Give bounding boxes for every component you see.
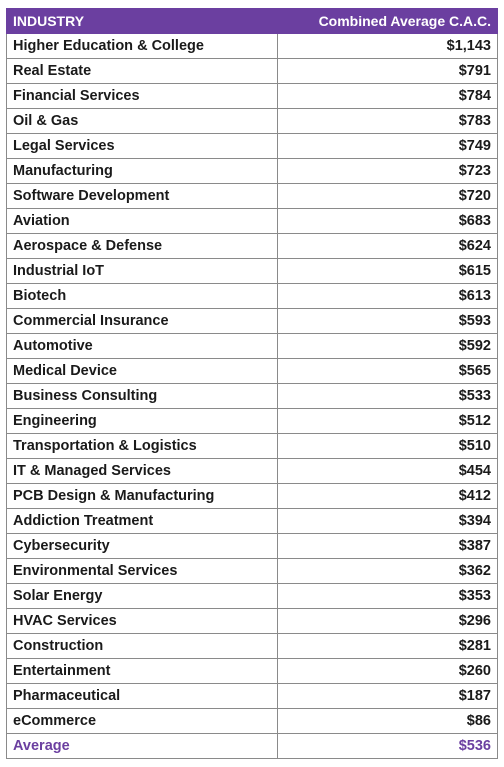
industry-cell: Automotive bbox=[6, 333, 278, 359]
table-row: Automotive $592 bbox=[6, 333, 498, 359]
table-row: Commercial Insurance $593 bbox=[6, 308, 498, 334]
cac-value-cell: $187 bbox=[277, 683, 498, 709]
cac-value-cell: $565 bbox=[277, 358, 498, 384]
table-row: HVAC Services $296 bbox=[6, 608, 498, 634]
table-row: Real Estate $791 bbox=[6, 58, 498, 84]
average-row: Average $536 bbox=[6, 733, 498, 759]
cac-value-cell: $86 bbox=[277, 708, 498, 734]
industry-cell: Manufacturing bbox=[6, 158, 278, 184]
industry-cell: Software Development bbox=[6, 183, 278, 209]
table-row: IT & Managed Services $454 bbox=[6, 458, 498, 484]
table-row: Medical Device $565 bbox=[6, 358, 498, 384]
table-row: PCB Design & Manufacturing $412 bbox=[6, 483, 498, 509]
industry-cell: Construction bbox=[6, 633, 278, 659]
industry-cell: eCommerce bbox=[6, 708, 278, 734]
table-row: Entertainment $260 bbox=[6, 658, 498, 684]
table-row: Solar Energy $353 bbox=[6, 583, 498, 609]
table-row: Environmental Services $362 bbox=[6, 558, 498, 584]
cac-value-cell: $512 bbox=[277, 408, 498, 434]
cac-value-cell: $353 bbox=[277, 583, 498, 609]
industry-cell: Real Estate bbox=[6, 58, 278, 84]
cac-value-cell: $683 bbox=[277, 208, 498, 234]
table-body: Higher Education & College $1,143 Real Est… bbox=[6, 33, 498, 759]
cac-value-cell: $533 bbox=[277, 383, 498, 409]
table-row: Higher Education & College $1,143 bbox=[6, 33, 498, 59]
industry-cell: Cybersecurity bbox=[6, 533, 278, 559]
industry-cell: Industrial IoT bbox=[6, 258, 278, 284]
table-row: Industrial IoT $615 bbox=[6, 258, 498, 284]
cac-value-cell: $791 bbox=[277, 58, 498, 84]
industry-cell: Oil & Gas bbox=[6, 108, 278, 134]
average-label: Average bbox=[6, 733, 278, 759]
industry-cell: Higher Education & College bbox=[6, 33, 278, 59]
cac-table-container: INDUSTRY Combined Average C.A.C. Higher … bbox=[6, 8, 498, 759]
cac-value-cell: $454 bbox=[277, 458, 498, 484]
cac-value-cell: $510 bbox=[277, 433, 498, 459]
cac-value-cell: $281 bbox=[277, 633, 498, 659]
industry-cell: Engineering bbox=[6, 408, 278, 434]
cac-value-cell: $1,143 bbox=[277, 33, 498, 59]
cac-value-cell: $749 bbox=[277, 133, 498, 159]
table-row: Addiction Treatment $394 bbox=[6, 508, 498, 534]
industry-cell: Commercial Insurance bbox=[6, 308, 278, 334]
industry-cell: Business Consulting bbox=[6, 383, 278, 409]
header-industry: INDUSTRY bbox=[6, 8, 278, 34]
average-value: $536 bbox=[277, 733, 498, 759]
cac-value-cell: $296 bbox=[277, 608, 498, 634]
cac-value-cell: $723 bbox=[277, 158, 498, 184]
cac-value-cell: $394 bbox=[277, 508, 498, 534]
header-combined-average-cac: Combined Average C.A.C. bbox=[277, 8, 498, 34]
cac-value-cell: $615 bbox=[277, 258, 498, 284]
table-row: eCommerce $86 bbox=[6, 708, 498, 734]
cac-value-cell: $412 bbox=[277, 483, 498, 509]
industry-cell: Aviation bbox=[6, 208, 278, 234]
cac-value-cell: $592 bbox=[277, 333, 498, 359]
industry-cell: HVAC Services bbox=[6, 608, 278, 634]
industry-cell: Legal Services bbox=[6, 133, 278, 159]
industry-cell: Addiction Treatment bbox=[6, 508, 278, 534]
table-row: Aviation $683 bbox=[6, 208, 498, 234]
industry-cell: Pharmaceutical bbox=[6, 683, 278, 709]
table-row: Cybersecurity $387 bbox=[6, 533, 498, 559]
table-row: Financial Services $784 bbox=[6, 83, 498, 109]
table-row: Biotech $613 bbox=[6, 283, 498, 309]
cac-value-cell: $260 bbox=[277, 658, 498, 684]
industry-cell: IT & Managed Services bbox=[6, 458, 278, 484]
cac-value-cell: $783 bbox=[277, 108, 498, 134]
industry-cell: Environmental Services bbox=[6, 558, 278, 584]
industry-cell: Aerospace & Defense bbox=[6, 233, 278, 259]
industry-cell: Transportation & Logistics bbox=[6, 433, 278, 459]
cac-value-cell: $593 bbox=[277, 308, 498, 334]
table-row: Pharmaceutical $187 bbox=[6, 683, 498, 709]
table-row: Manufacturing $723 bbox=[6, 158, 498, 184]
cac-value-cell: $362 bbox=[277, 558, 498, 584]
table-row: Construction $281 bbox=[6, 633, 498, 659]
cac-table: INDUSTRY Combined Average C.A.C. Higher … bbox=[6, 8, 498, 759]
industry-cell: PCB Design & Manufacturing bbox=[6, 483, 278, 509]
industry-cell: Entertainment bbox=[6, 658, 278, 684]
cac-value-cell: $387 bbox=[277, 533, 498, 559]
table-row: Software Development $720 bbox=[6, 183, 498, 209]
cac-value-cell: $784 bbox=[277, 83, 498, 109]
cac-value-cell: $624 bbox=[277, 233, 498, 259]
table-row: Business Consulting $533 bbox=[6, 383, 498, 409]
cac-value-cell: $720 bbox=[277, 183, 498, 209]
table-row: Aerospace & Defense $624 bbox=[6, 233, 498, 259]
industry-cell: Solar Energy bbox=[6, 583, 278, 609]
cac-value-cell: $613 bbox=[277, 283, 498, 309]
table-row: Transportation & Logistics $510 bbox=[6, 433, 498, 459]
industry-cell: Medical Device bbox=[6, 358, 278, 384]
industry-cell: Financial Services bbox=[6, 83, 278, 109]
table-row: Oil & Gas $783 bbox=[6, 108, 498, 134]
industry-cell: Biotech bbox=[6, 283, 278, 309]
table-row: Legal Services $749 bbox=[6, 133, 498, 159]
table-row: Engineering $512 bbox=[6, 408, 498, 434]
table-header-row: INDUSTRY Combined Average C.A.C. bbox=[6, 8, 498, 34]
